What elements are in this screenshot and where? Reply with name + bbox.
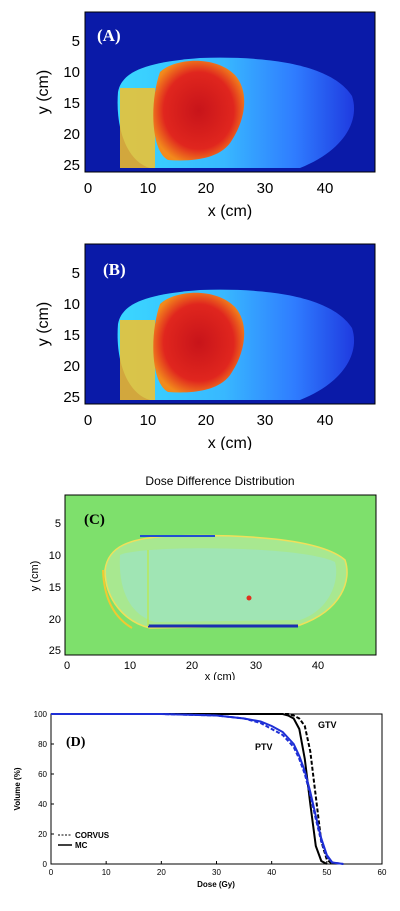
axis-ticks: 0 10 20 30 40 50 60 0 20 40 60 80 100: [34, 710, 387, 877]
legend-label-mc: MC: [75, 841, 88, 850]
high-dose-region: [153, 292, 245, 393]
y-tick: 25: [63, 389, 80, 406]
x-tick-label: 60: [378, 868, 387, 877]
y-axis-label: y (cm): [35, 70, 52, 114]
x-tick-label: 0: [49, 868, 54, 877]
y-ticks: 5 10 15 20 25: [63, 33, 80, 174]
plot-area: [50, 713, 383, 865]
x-ticks: 0 10 20 30 40: [84, 412, 334, 429]
x-tick: 20: [186, 660, 198, 672]
y-tick-label: 80: [38, 740, 47, 749]
y-tick: 25: [49, 645, 61, 657]
y-tick: 15: [49, 582, 61, 594]
y-tick-label: 40: [38, 800, 47, 809]
y-tick: 20: [63, 126, 80, 143]
y-tick: 5: [72, 265, 80, 282]
dvh-series: [51, 713, 344, 865]
ptv-annotation: PTV: [255, 742, 273, 752]
x-tick: 10: [140, 180, 157, 197]
body-interior: [119, 548, 337, 622]
x-tick-label: 20: [157, 868, 166, 877]
y-ticks: 5 10 15 20 25: [49, 518, 61, 657]
x-tick: 40: [317, 412, 334, 429]
x-tick: 20: [198, 412, 215, 429]
x-tick: 20: [198, 180, 215, 197]
x-tick-label: 10: [102, 868, 111, 877]
dose-map-b: (B) 5 10 15 20 25 0 10 20 30 40 x (cm) y…: [35, 243, 376, 452]
x-tick: 10: [124, 660, 136, 672]
y-tick-label: 60: [38, 770, 47, 779]
dvh-chart: 0 10 20 30 40 50 60 0 20 40 60 80 100 (D) GTV PTV CO…: [13, 710, 387, 889]
x-tick: 30: [257, 180, 274, 197]
x-axis-label: x (cm): [208, 203, 252, 220]
y-tick-label: 0: [43, 860, 48, 869]
panel-label: (C): [84, 512, 105, 528]
x-tick-label: 50: [322, 868, 331, 877]
y-axis-label: y (cm): [29, 561, 41, 592]
y-tick-label: 20: [38, 830, 47, 839]
edge-difference-band: [102, 569, 133, 629]
x-tick-label: 30: [212, 868, 221, 877]
x-tick: 40: [312, 660, 324, 672]
y-axis-label: y (cm): [35, 302, 52, 346]
gtv-annotation: GTV: [318, 720, 337, 730]
x-axis-label: Dose (Gy): [197, 880, 235, 889]
dose-map-a: (A) 5 10 15 20 25 0 10 20 30 40 x (cm) y…: [35, 11, 376, 220]
legend-label-corvus: CORVUS: [75, 831, 110, 840]
dvh-line-gtv-corvus: [51, 713, 333, 865]
y-tick: 20: [63, 358, 80, 375]
panel-a: (A) 5 10 15 20 25 0 10 20 30 40 x (cm) y…: [0, 0, 400, 230]
x-ticks: 0 10 20 30 40: [84, 180, 334, 197]
legend: CORVUS MC: [58, 831, 110, 850]
y-tick: 5: [72, 33, 80, 50]
x-tick: 0: [64, 660, 70, 672]
y-axis-label: Volume (%): [13, 767, 22, 810]
y-tick: 15: [63, 327, 80, 344]
x-axis-label: x (cm): [205, 671, 236, 680]
panel-b: (B) 5 10 15 20 25 0 10 20 30 40 x (cm) y…: [0, 230, 400, 452]
x-tick: 10: [140, 412, 157, 429]
chart-title: Dose Difference Distribution: [145, 474, 294, 488]
panel-c: Dose Difference Distribution (C) 5 10 15…: [0, 450, 400, 683]
x-ticks: 0 10 20 30 40: [64, 660, 324, 672]
y-ticks: 5 10 15 20 25: [63, 265, 80, 406]
y-tick: 15: [63, 95, 80, 112]
x-tick: 40: [317, 180, 334, 197]
x-tick-label: 40: [267, 868, 276, 877]
panel-label: (B): [103, 260, 126, 279]
panel-label: (A): [97, 26, 121, 45]
dose-difference-map: Dose Difference Distribution (C) 5 10 15…: [29, 474, 377, 683]
panel-d: 0 10 20 30 40 50 60 0 20 40 60 80 100 (D) GTV PTV CO…: [0, 694, 400, 906]
entry-field: [120, 320, 155, 400]
high-dose-region: [153, 60, 245, 161]
y-tick: 10: [63, 64, 80, 81]
y-tick: 25: [63, 157, 80, 174]
x-tick: 30: [250, 660, 262, 672]
x-tick: 0: [84, 180, 92, 197]
y-tick: 10: [63, 296, 80, 313]
y-tick: 10: [49, 550, 61, 562]
dvh-line-ptv-corvus: [51, 713, 344, 865]
x-tick: 0: [84, 412, 92, 429]
y-tick-label: 100: [34, 710, 48, 719]
x-axis-label: x (cm): [208, 435, 252, 450]
panel-label: (D): [66, 735, 86, 750]
entry-field: [120, 88, 155, 168]
hot-spot: [246, 595, 252, 601]
x-tick: 30: [257, 412, 274, 429]
y-tick: 20: [49, 614, 61, 626]
y-tick: 5: [55, 518, 61, 530]
